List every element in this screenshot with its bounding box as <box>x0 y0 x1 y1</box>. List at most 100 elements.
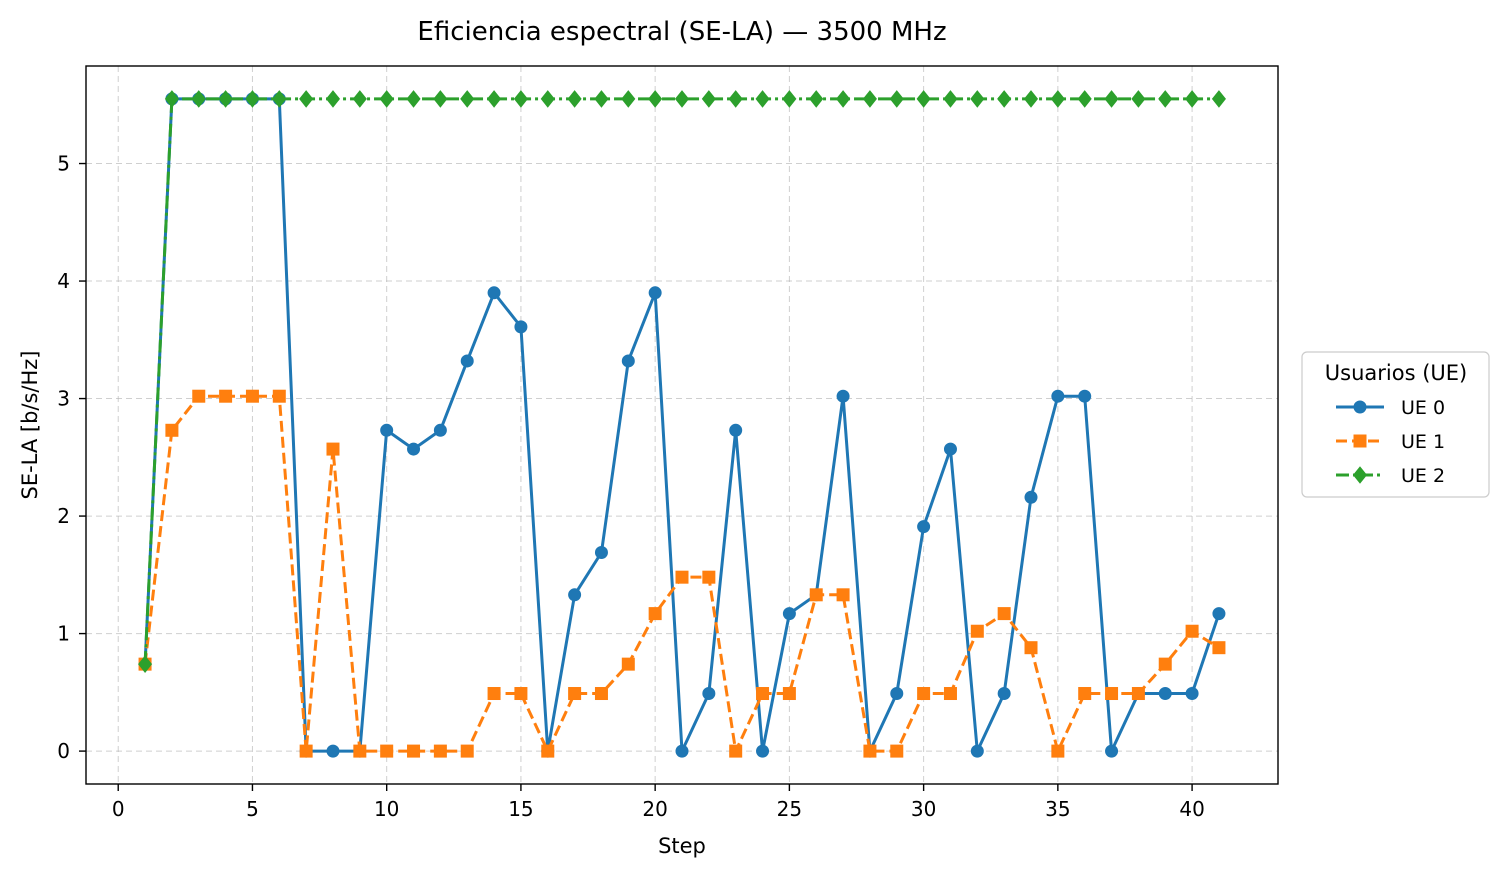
x-axis: 0 5 10 15 20 25 30 35 40 <box>112 784 1205 821</box>
data-point <box>729 423 743 437</box>
data-point <box>353 744 367 758</box>
data-point <box>164 90 179 108</box>
data-point <box>138 655 153 673</box>
data-point <box>701 90 716 108</box>
data-point <box>1158 657 1172 671</box>
data-point <box>1185 687 1199 701</box>
data-point <box>621 657 635 671</box>
y-tick-label: 1 <box>57 622 70 646</box>
data-point <box>380 423 394 437</box>
data-point <box>594 90 609 108</box>
data-point <box>325 90 341 108</box>
data-point <box>621 354 635 368</box>
data-point <box>648 607 662 621</box>
y-tick-label: 2 <box>57 504 70 528</box>
data-point <box>782 607 796 621</box>
data-point <box>433 744 447 758</box>
data-point <box>1158 90 1173 108</box>
legend-title: Usuarios (UE) <box>1325 361 1467 385</box>
data-point <box>755 90 770 108</box>
data-point <box>917 520 931 534</box>
x-tick-label: 25 <box>777 797 802 821</box>
data-point <box>326 744 340 758</box>
y-axis: 0 1 2 3 4 5 <box>57 152 86 763</box>
x-tick-label: 5 <box>246 797 259 821</box>
series-ue-1 <box>138 389 1226 758</box>
data-point <box>674 90 690 108</box>
data-point <box>487 286 501 300</box>
data-point <box>245 389 259 403</box>
y-tick-label: 0 <box>57 739 70 763</box>
data-point <box>728 90 743 108</box>
data-point <box>1185 90 1200 108</box>
data-point <box>1024 641 1038 655</box>
legend-label: UE 2 <box>1401 465 1445 487</box>
data-point <box>568 687 582 701</box>
data-point <box>1212 607 1226 621</box>
data-point <box>460 744 474 758</box>
data-point <box>862 90 877 108</box>
data-point <box>460 90 475 108</box>
legend-marker <box>1352 466 1368 484</box>
series-layer <box>138 90 1226 758</box>
data-point <box>836 389 850 403</box>
data-point <box>192 389 206 403</box>
data-point <box>782 90 797 108</box>
data-point <box>594 546 608 560</box>
data-point <box>809 588 823 602</box>
legend-entry: UE 0 <box>1336 397 1445 419</box>
data-point <box>756 687 770 701</box>
data-point <box>943 687 957 701</box>
data-point <box>1078 687 1092 701</box>
data-point <box>917 687 931 701</box>
data-point <box>433 423 447 437</box>
data-point <box>997 687 1011 701</box>
data-point <box>943 442 957 456</box>
x-tick-label: 40 <box>1179 797 1204 821</box>
data-point <box>326 442 340 456</box>
y-tick-label: 5 <box>57 152 70 176</box>
data-point <box>890 687 904 701</box>
data-point <box>729 744 743 758</box>
data-point <box>594 687 608 701</box>
data-point <box>970 90 985 108</box>
y-axis-label: SE-LA [b/s/Hz] <box>18 350 42 499</box>
data-point <box>299 744 313 758</box>
legend-label: UE 1 <box>1401 431 1445 453</box>
data-point <box>836 90 851 108</box>
data-point <box>406 90 421 108</box>
grid <box>86 66 1278 784</box>
data-point <box>1131 687 1145 701</box>
data-point <box>379 90 394 108</box>
legend: Usuarios (UE) UE 0 UE 1 UE 2 <box>1301 351 1490 498</box>
data-point <box>675 570 689 584</box>
data-point <box>997 90 1012 108</box>
data-point <box>541 744 555 758</box>
data-point <box>1105 744 1119 758</box>
legend-label: UE 0 <box>1401 397 1445 419</box>
data-point <box>245 90 260 108</box>
data-point <box>380 744 394 758</box>
legend-items: UE 0 UE 1 UE 2 <box>1336 397 1445 487</box>
data-point <box>1077 90 1092 108</box>
series-ue-0 <box>138 92 1226 758</box>
data-point <box>943 90 958 108</box>
data-point <box>299 90 314 108</box>
x-tick-label: 15 <box>508 797 533 821</box>
data-point <box>621 90 636 108</box>
chart-title: Eficiencia espectral (SE-LA) — 3500 MHz <box>417 17 946 47</box>
data-point <box>1212 641 1226 655</box>
data-point <box>165 423 179 437</box>
series-ue-2 <box>138 90 1226 673</box>
data-point <box>433 90 448 108</box>
data-point <box>1104 90 1119 108</box>
data-point <box>514 320 528 334</box>
data-point <box>756 744 770 758</box>
y-tick-label: 3 <box>57 387 70 411</box>
data-point <box>702 687 716 701</box>
data-point <box>1078 389 1092 403</box>
legend-marker <box>1353 400 1367 414</box>
y-tick-label: 4 <box>57 269 70 293</box>
data-point <box>702 570 716 584</box>
data-point <box>890 744 904 758</box>
